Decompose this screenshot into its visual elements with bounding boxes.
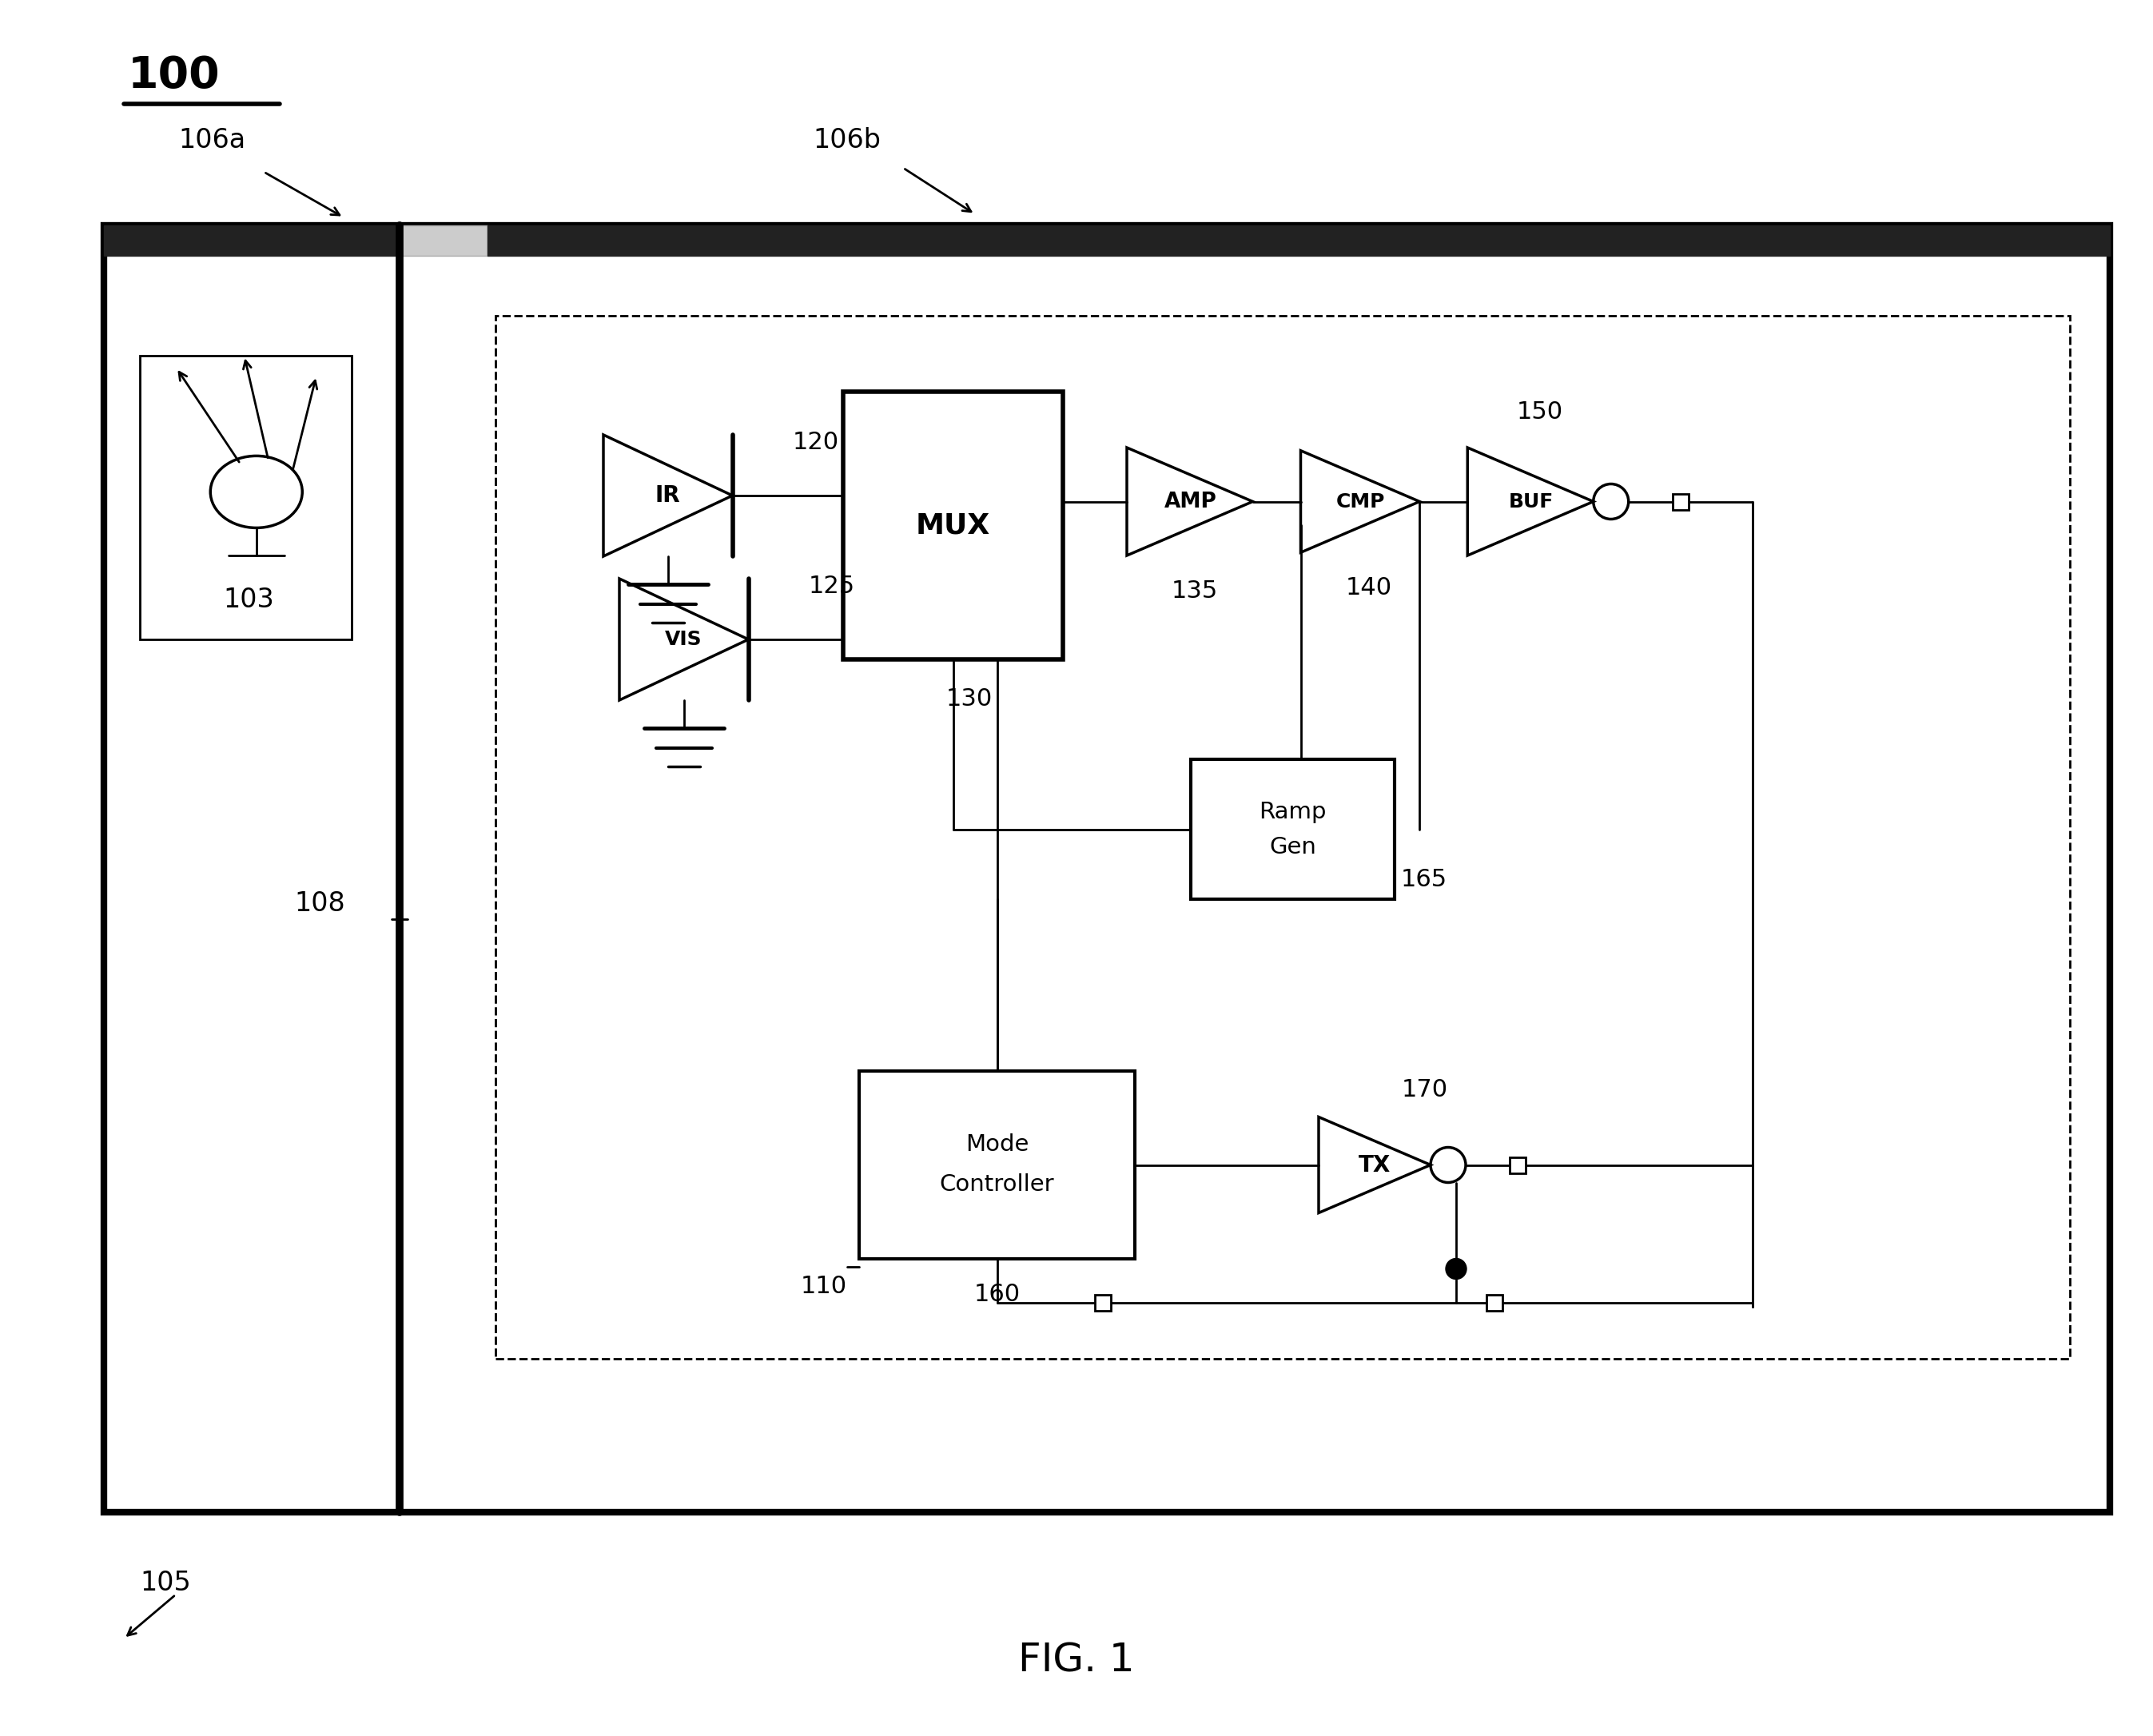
Text: Gen: Gen: [1268, 835, 1315, 858]
Bar: [495, 316, 2069, 1359]
Bar: [103, 226, 2110, 1512]
Text: MUX: MUX: [915, 512, 990, 540]
Text: 120: 120: [792, 431, 840, 455]
Text: AMP: AMP: [1165, 491, 1216, 512]
Text: 140: 140: [1346, 576, 1391, 599]
Bar: [1509, 1156, 1526, 1174]
Text: 106a: 106a: [179, 127, 245, 153]
Bar: [859, 1071, 1135, 1259]
Text: BUF: BUF: [1509, 491, 1554, 510]
Bar: [140, 356, 351, 639]
Text: 130: 130: [945, 687, 993, 710]
Text: 108: 108: [295, 891, 344, 917]
Text: 105: 105: [140, 1569, 192, 1595]
Bar: [487, 226, 2110, 255]
Circle shape: [1445, 1259, 1466, 1279]
Text: 170: 170: [1402, 1078, 1449, 1101]
Text: 160: 160: [973, 1283, 1021, 1305]
Text: VIS: VIS: [665, 630, 702, 649]
Text: 100: 100: [127, 54, 220, 97]
Text: CMP: CMP: [1337, 491, 1384, 510]
Text: Mode: Mode: [965, 1134, 1029, 1156]
Text: FIG. 1: FIG. 1: [1018, 1641, 1135, 1679]
Text: Controller: Controller: [939, 1174, 1055, 1196]
Bar: [103, 226, 400, 255]
Text: 106b: 106b: [814, 127, 881, 153]
Bar: [1486, 1295, 1503, 1311]
Text: Ramp: Ramp: [1260, 800, 1326, 823]
Bar: [1673, 493, 1688, 510]
Text: 103: 103: [224, 587, 273, 613]
Bar: [400, 226, 487, 255]
Bar: [1096, 1295, 1111, 1311]
Bar: [1191, 759, 1395, 899]
Text: IR: IR: [655, 484, 680, 507]
Text: TX: TX: [1359, 1154, 1391, 1175]
Text: 125: 125: [807, 575, 855, 597]
Text: 150: 150: [1516, 401, 1563, 424]
Text: 135: 135: [1171, 580, 1219, 602]
Text: 165: 165: [1402, 868, 1447, 891]
Text: 110: 110: [801, 1276, 846, 1299]
Bar: [844, 392, 1064, 660]
